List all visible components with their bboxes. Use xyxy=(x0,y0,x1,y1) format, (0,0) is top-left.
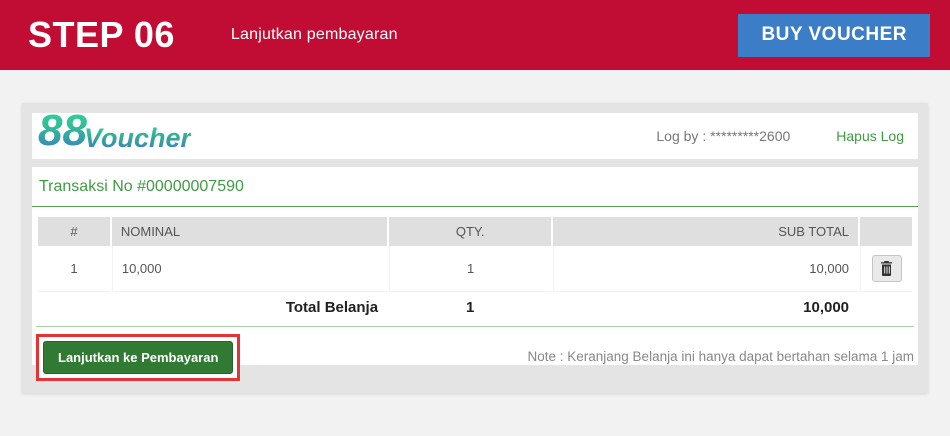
total-subtotal: 10,000 xyxy=(553,292,859,324)
transaction-number-title: Transaksi No #00000007590 xyxy=(32,167,918,207)
site-header: 88 Voucher Log by : *********2600 Hapus … xyxy=(32,109,918,159)
table-row: 1 10,000 1 10,000 xyxy=(38,246,912,292)
header-subtotal: SUB TOTAL xyxy=(553,217,859,246)
table-header-row: # NOMINAL QTY. SUB TOTAL xyxy=(38,217,912,246)
trash-icon xyxy=(880,261,893,276)
total-row: Total Belanja 1 10,000 xyxy=(38,292,912,324)
total-action-empty xyxy=(860,292,912,324)
total-qty: 1 xyxy=(389,292,552,324)
cell-action xyxy=(860,246,912,292)
cell-qty: 1 xyxy=(389,246,552,292)
cart-table: # NOMINAL QTY. SUB TOTAL 1 10,000 1 10,0… xyxy=(36,217,914,324)
total-label: Total Belanja xyxy=(111,292,388,324)
transaction-panel: Transaksi No #00000007590 # NOMINAL QTY.… xyxy=(32,167,918,381)
logo-88: 88 xyxy=(38,106,87,155)
step-description: Lanjutkan pembayaran xyxy=(230,26,398,43)
cell-subtotal: 10,000 xyxy=(553,246,859,292)
step-banner: STEP 06 Lanjutkan pembayaran BUY VOUCHER xyxy=(0,0,950,70)
bottom-row: Lanjutkan ke Pembayaran Note : Keranjang… xyxy=(32,327,918,381)
content-card: 88 Voucher Log by : *********2600 Hapus … xyxy=(22,103,928,393)
cart-table-wrap: # NOMINAL QTY. SUB TOTAL 1 10,000 1 10,0… xyxy=(36,217,914,324)
step-title: STEP 06 xyxy=(28,14,175,55)
hapus-log-link[interactable]: Hapus Log xyxy=(836,128,904,144)
proceed-payment-button[interactable]: Lanjutkan ke Pembayaran xyxy=(43,341,234,374)
cell-nominal: 10,000 xyxy=(111,246,388,292)
buy-voucher-button[interactable]: BUY VOUCHER xyxy=(738,13,930,57)
site-logo[interactable]: 88 Voucher xyxy=(38,109,191,153)
table-bottom-divider xyxy=(36,326,914,327)
cart-note: Note : Keranjang Belanja ini hanya dapat… xyxy=(527,349,914,364)
red-highlight-annotation: Lanjutkan ke Pembayaran xyxy=(36,334,241,381)
log-by-text: Log by : *********2600 xyxy=(656,128,791,144)
cell-no: 1 xyxy=(38,246,110,292)
total-empty xyxy=(38,292,110,324)
header-qty: QTY. xyxy=(389,217,552,246)
delete-item-button[interactable] xyxy=(871,255,902,282)
header-action xyxy=(860,217,912,246)
logo-voucher: Voucher xyxy=(83,123,191,153)
header-no: # xyxy=(38,217,110,246)
header-nominal: NOMINAL xyxy=(111,217,388,246)
